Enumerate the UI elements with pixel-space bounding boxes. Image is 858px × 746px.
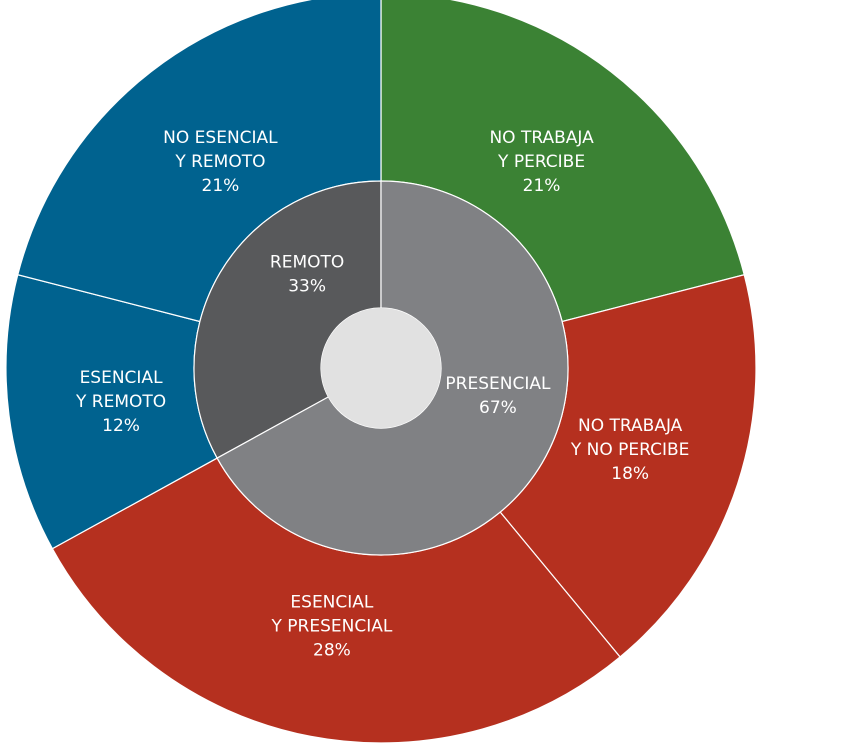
center-hole	[321, 308, 441, 428]
slice-value-label: 21%	[523, 176, 561, 196]
slice-value-label: 33%	[288, 276, 326, 296]
slice-name-label: REMOTO	[270, 252, 344, 272]
slice-name-label: Y REMOTO	[75, 392, 166, 412]
slice-name-label: NO ESENCIAL	[163, 128, 278, 148]
slice-value-label: 12%	[102, 416, 140, 436]
slice-name-label: Y REMOTO	[174, 152, 265, 172]
slice-name-label: Y NO PERCIBE	[570, 440, 690, 460]
slice-value-label: 28%	[313, 640, 351, 660]
outer-label-esencial-y-presencial: ESENCIAL Y PRESENCIAL 28%	[270, 592, 392, 660]
outer-label-no-trabaja-y-percibe: NO TRABAJA Y PERCIBE 21%	[489, 128, 594, 196]
outer-label-esencial-y-remoto: ESENCIAL Y REMOTO 12%	[75, 368, 166, 436]
slice-name-label: Y PERCIBE	[497, 152, 585, 172]
inner-label-remoto: REMOTO 33%	[270, 252, 344, 296]
slice-value-label: 18%	[611, 464, 649, 484]
segment-labels: NO TRABAJA Y PERCIBE 21% NO TRABAJA Y NO PER…	[75, 128, 689, 660]
slice-name-label: NO TRABAJA	[578, 416, 683, 436]
outer-label-no-trabaja-y-no-percibe: NO TRABAJA Y NO PERCIBE 18%	[570, 416, 690, 484]
slice-name-label: ESENCIAL	[80, 368, 164, 388]
slice-name-label: Y PRESENCIAL	[270, 616, 392, 636]
slice-value-label: 67%	[479, 398, 517, 418]
slice-name-label: ESENCIAL	[290, 592, 374, 612]
outer-ring	[5, 0, 757, 744]
outer-label-no-esencial-y-remoto: NO ESENCIAL Y REMOTO 21%	[163, 128, 278, 196]
slice-name-label: NO TRABAJA	[489, 128, 594, 148]
inner-label-presencial: PRESENCIAL 67%	[445, 374, 551, 418]
slice-name-label: PRESENCIAL	[445, 374, 551, 394]
slice-value-label: 21%	[202, 176, 240, 196]
